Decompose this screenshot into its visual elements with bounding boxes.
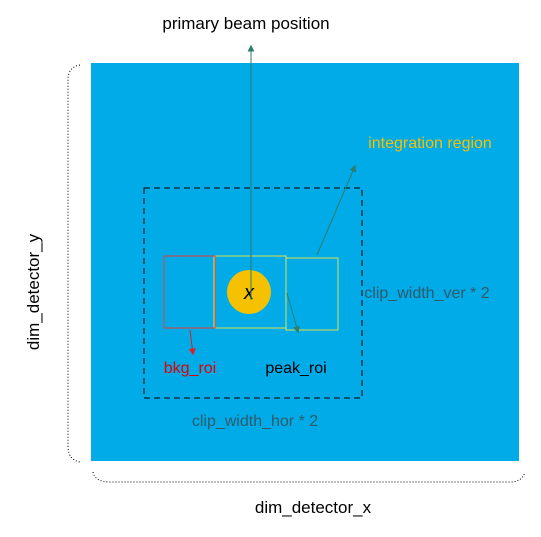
dim-y-brace [67,64,81,463]
clip-width-ver-label: clip_width_ver * 2 [364,285,490,302]
peak-roi-arrow [286,292,300,334]
integration-region-label: integration region [368,135,492,152]
bkg-roi-box [163,255,216,329]
primary-beam-circle [227,270,271,314]
dim-detector-y-label: dim_detector_y [24,233,43,350]
dim-detector-x-label: dim_detector_x [255,498,372,517]
beam-marker-x: x [243,282,255,304]
peak-roi-label: peak_roi [265,360,326,377]
clip-width-hor-label: clip_width_hor * 2 [192,413,318,430]
bkg-roi-label: bkg_roi [164,360,216,377]
integration-region-arrow [316,164,357,256]
detector-area [91,63,519,461]
bkg-roi-arrow [188,329,196,356]
integration-region-box [143,187,363,399]
dim-x-brace [92,471,526,483]
primary-beam-label: primary beam position [162,14,329,33]
peak-roi-box-right [285,257,339,331]
